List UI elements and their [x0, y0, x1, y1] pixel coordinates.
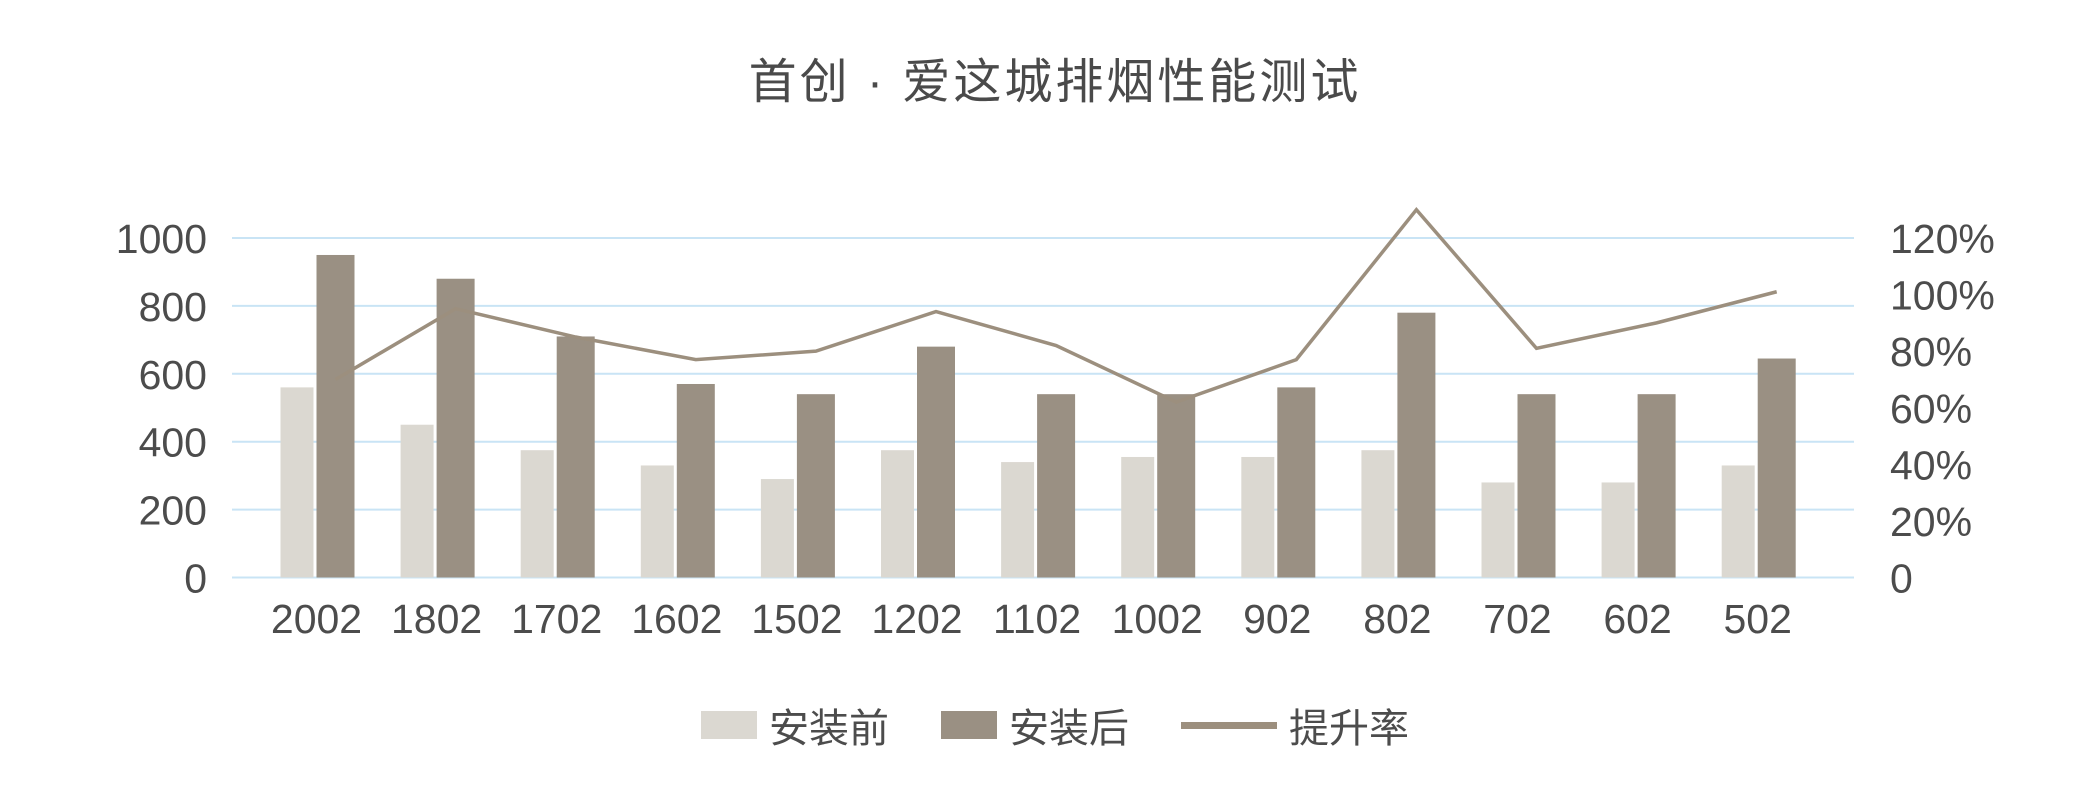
chart-title: 首创 · 爱这城排烟性能测试 — [748, 56, 1362, 109]
bar-before — [1241, 456, 1275, 578]
y-axis-left-tick-label: 0 — [184, 556, 207, 602]
x-axis-tick-label: 1702 — [511, 596, 602, 642]
legend-item: 提升率 — [1181, 696, 1409, 754]
legend-item: 安装前 — [701, 696, 889, 754]
bar-after — [917, 346, 955, 578]
legend-label: 安装后 — [1009, 707, 1129, 751]
bar-before — [640, 465, 674, 578]
legend-label: 提升率 — [1289, 707, 1409, 751]
y-axis-right-tick-label: 80% — [1890, 329, 1972, 375]
bar-before — [1001, 462, 1035, 578]
bar-after — [316, 254, 355, 578]
x-axis-tick-label: 602 — [1603, 596, 1671, 642]
legend-bar-swatch — [701, 711, 757, 739]
y-axis-right-tick-label: 40% — [1890, 442, 1972, 488]
bar-before — [881, 450, 914, 578]
x-axis-tick-label: 902 — [1243, 596, 1311, 642]
x-axis-tick-label: 702 — [1483, 596, 1551, 642]
legend-item: 安装后 — [941, 696, 1129, 754]
bar-before — [1721, 465, 1755, 578]
bar-before — [400, 424, 434, 578]
y-axis-left-tick-label: 1000 — [116, 216, 207, 262]
y-axis-right-tick-label: 60% — [1890, 386, 1972, 432]
y-axis-left-tick-label: 800 — [139, 284, 207, 330]
bar-after — [796, 394, 835, 578]
legend-line-swatch — [1181, 721, 1277, 729]
x-axis-tick-label: 1602 — [631, 596, 722, 642]
y-axis-left-tick-label: 600 — [139, 352, 207, 398]
bar-after — [436, 278, 475, 578]
x-axis-tick-label: 1502 — [751, 596, 842, 642]
bar-before — [760, 479, 794, 578]
y-axis-right-tick-label: 120% — [1890, 216, 1995, 262]
bar-before — [1121, 456, 1155, 578]
chart-legend: 安装前 安装后 提升率 — [255, 696, 1855, 754]
y-axis-right-tick-label: 20% — [1890, 499, 1972, 545]
bar-after — [1517, 394, 1556, 578]
bar-after — [1277, 387, 1316, 578]
y-axis-left-tick-label: 200 — [139, 488, 207, 534]
x-axis-tick-label: 1202 — [871, 596, 962, 642]
bar-before — [520, 450, 554, 578]
bar-after — [676, 383, 715, 578]
y-axis-right-tick-label: 0 — [1890, 556, 1913, 602]
bar-before — [1361, 450, 1395, 578]
bar-after — [1157, 394, 1196, 578]
y-axis-right-tick-label: 100% — [1890, 273, 1995, 319]
x-axis-tick-label: 502 — [1723, 596, 1791, 642]
bar-before — [1481, 482, 1515, 578]
bar-after — [556, 336, 595, 578]
bar-after — [1637, 394, 1676, 578]
rate-line — [334, 206, 1778, 404]
x-axis-tick-label: 1002 — [1112, 596, 1203, 642]
x-axis-tick-label: 1102 — [993, 596, 1081, 642]
bar-before — [1601, 482, 1635, 578]
bar-after — [1037, 394, 1076, 578]
bar-after — [1757, 358, 1796, 578]
y-axis-left-tick-label: 400 — [139, 420, 207, 466]
bar-before — [280, 387, 314, 578]
x-axis-tick-label: 1802 — [391, 596, 482, 642]
x-axis-tick-label: 2002 — [271, 596, 362, 642]
legend-label: 安装前 — [769, 707, 889, 751]
bar-after — [1397, 312, 1436, 578]
x-axis-tick-label: 802 — [1363, 596, 1431, 642]
legend-bar-swatch — [941, 711, 997, 739]
